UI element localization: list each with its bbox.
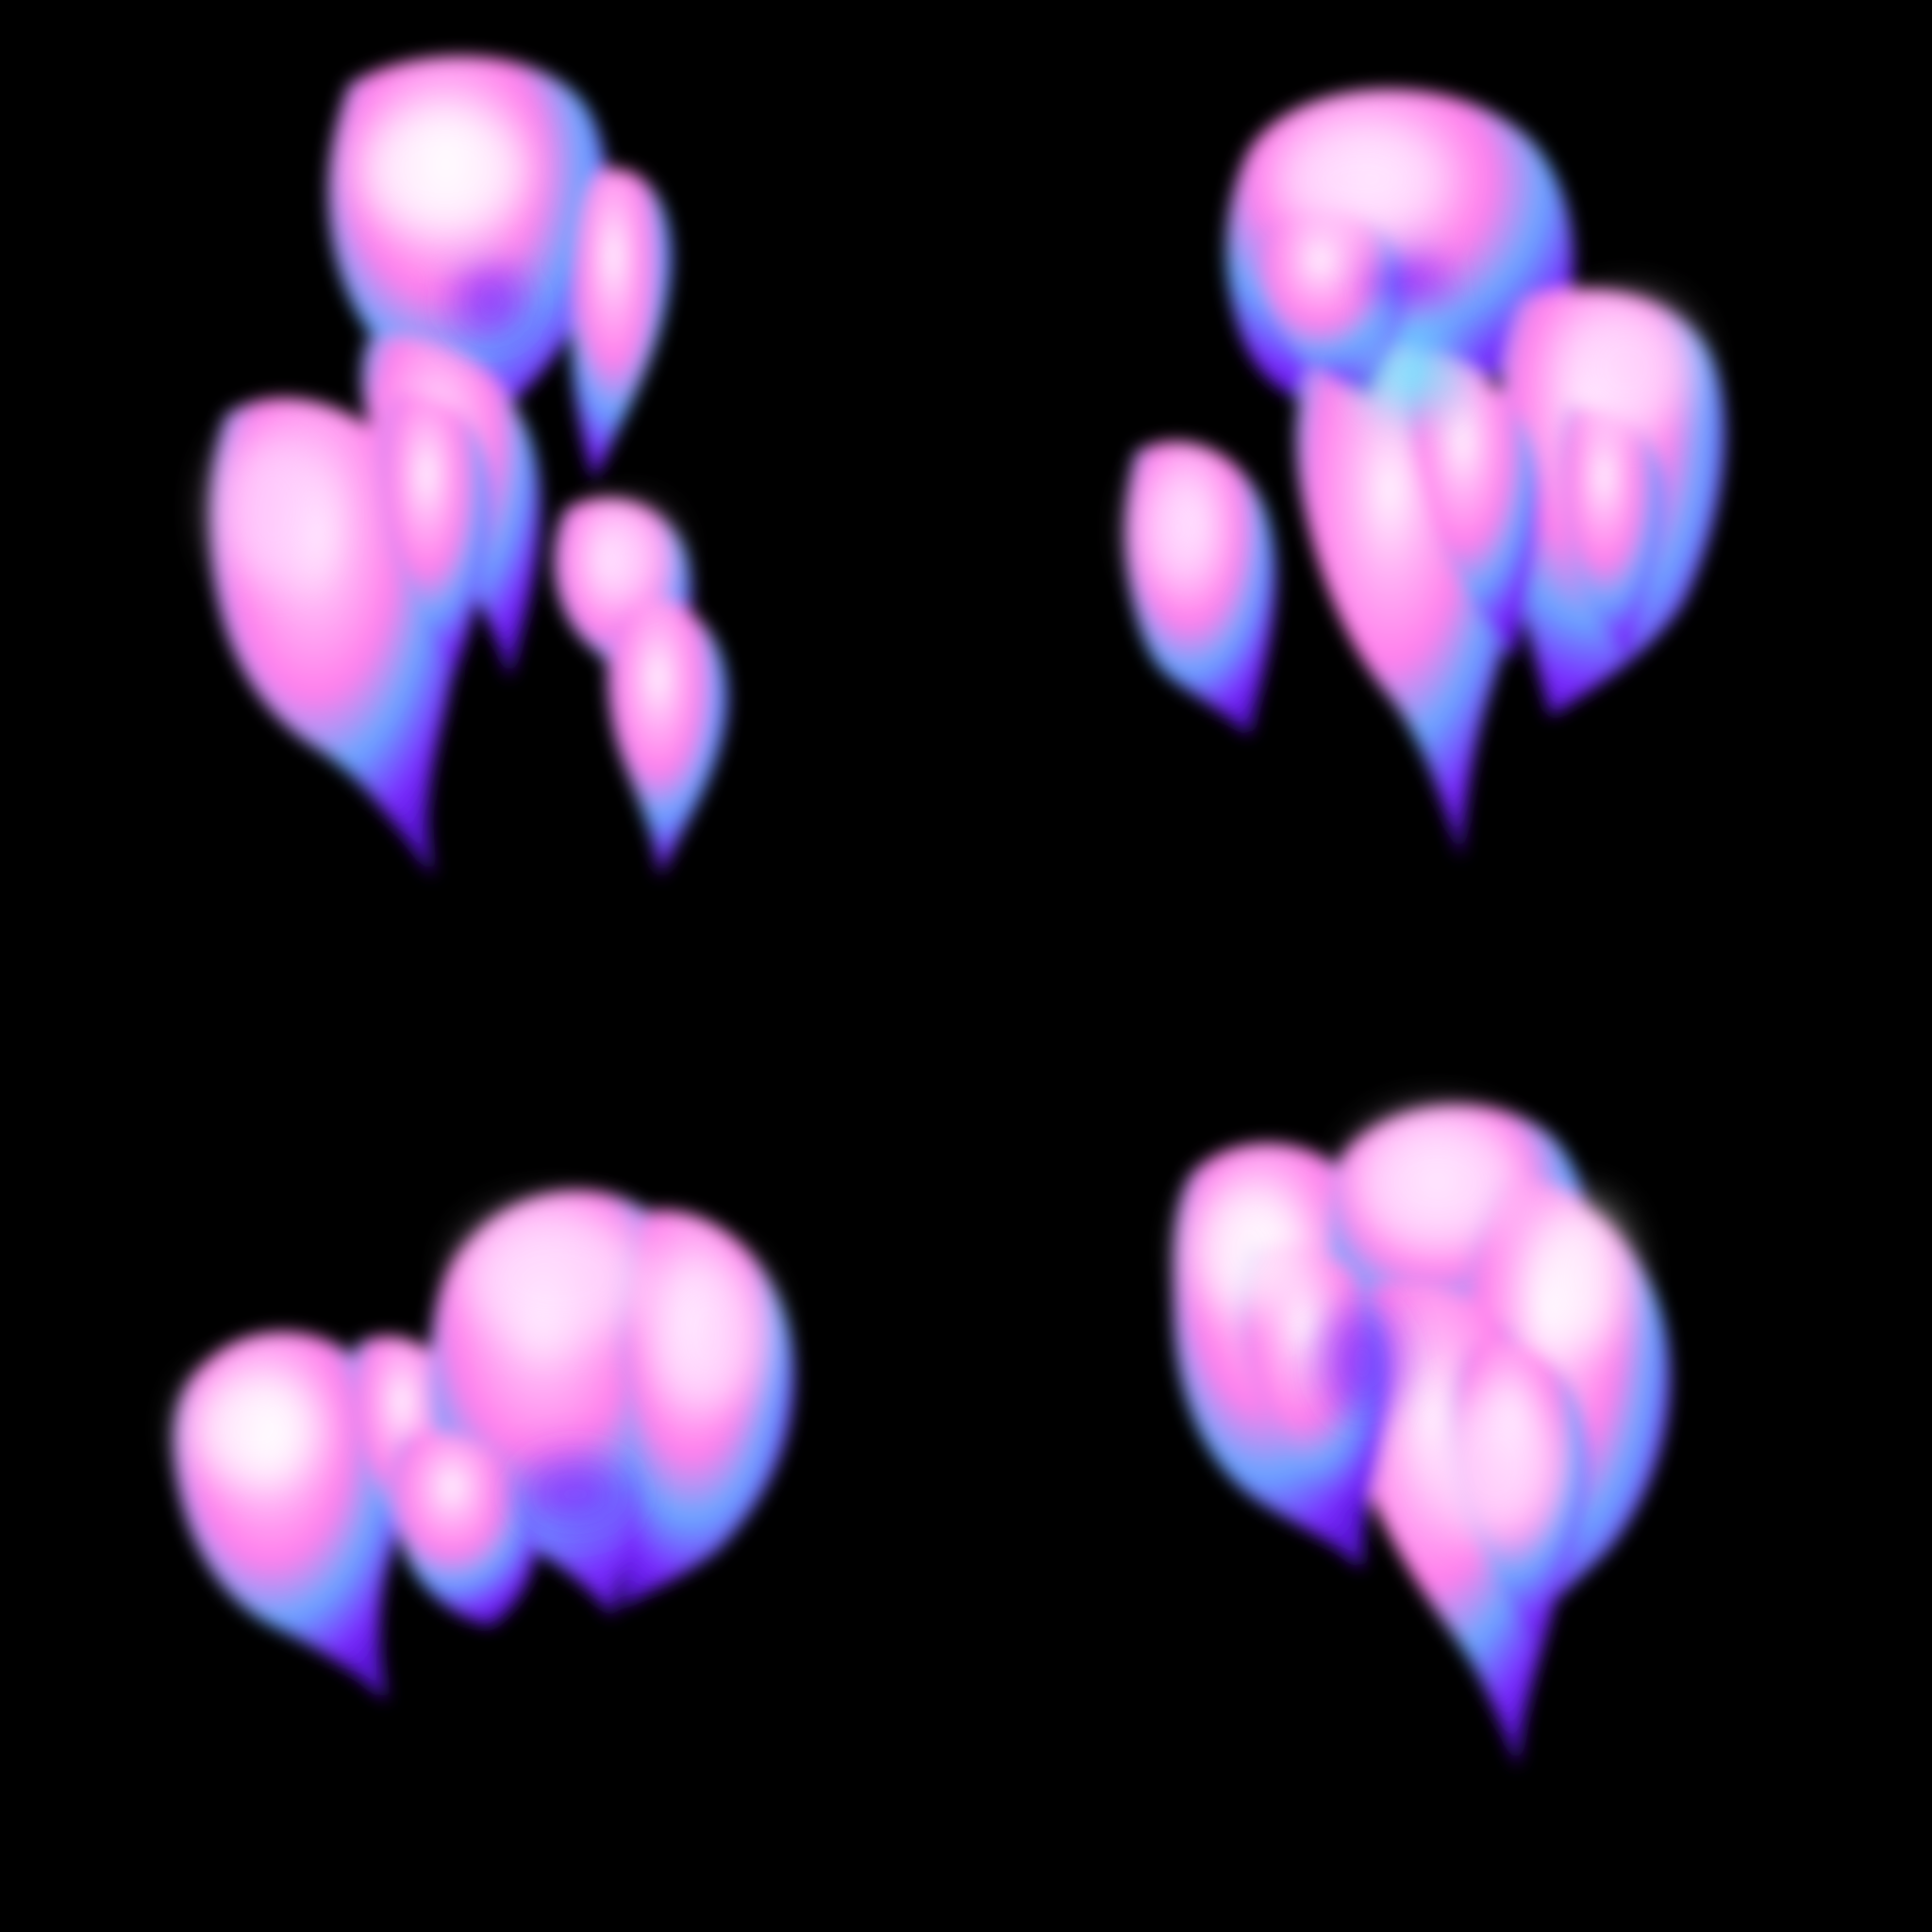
smoke-puff-icon [174,1191,794,1702]
smoke-blob [572,168,672,481]
smoke-blob [1407,357,1541,660]
smoke-puff-icon [1125,89,1725,858]
smoke-blob [608,600,728,877]
smoke-blob [1560,404,1664,660]
smoke-frame-2 [966,0,1932,966]
smoke-blob [391,1432,536,1626]
smoke-puff-icon [1174,1105,1671,1768]
smoke-puff-icon [210,56,728,877]
smoke-frame-3 [0,966,966,1932]
smoke-frame-4 [966,966,1932,1932]
smoke-frame-1 [0,0,966,966]
smoke-blob [380,394,491,679]
